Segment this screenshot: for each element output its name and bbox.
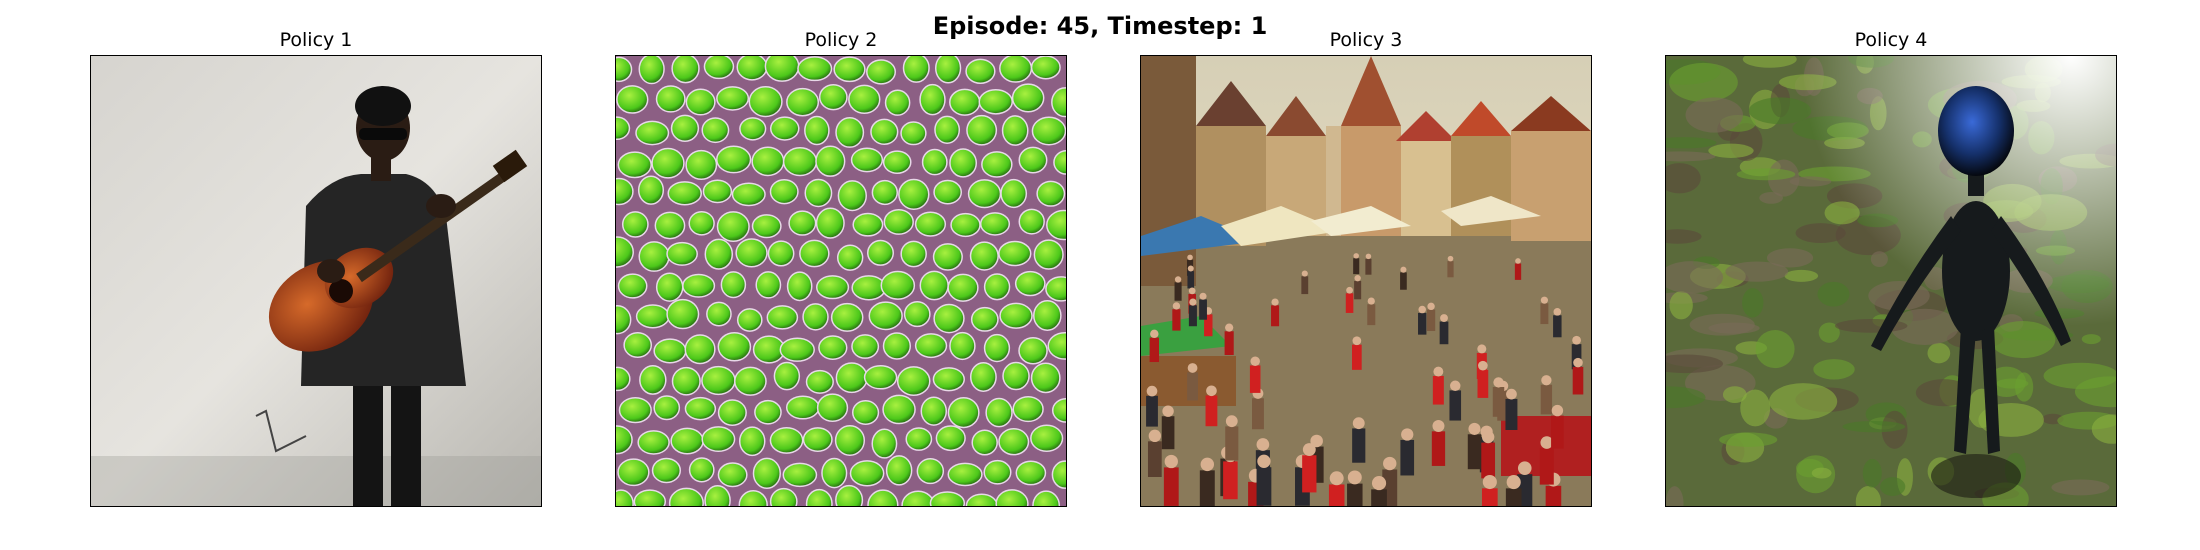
- panel-policy-1: Policy 1: [90, 28, 542, 518]
- figure-title: Episode: 45, Timestep: 1: [932, 12, 1268, 40]
- panel-title: Policy 4: [1854, 29, 1928, 51]
- cell-texture-image: [616, 56, 1066, 506]
- image-frame: [90, 55, 542, 507]
- image-frame: [1665, 55, 2117, 507]
- panel-policy-4: Policy 4: [1665, 28, 2117, 518]
- guitarist-image: [91, 56, 541, 506]
- market-painting-image: [1141, 56, 1591, 506]
- panel-title: Policy 2: [804, 29, 878, 51]
- panel-policy-2: Policy 2: [615, 28, 1067, 518]
- alien-image: [1666, 56, 2116, 506]
- image-frame: [615, 55, 1067, 507]
- panel-title: Policy 1: [279, 29, 353, 51]
- panel-policy-3: Policy 3: [1140, 28, 1592, 518]
- image-frame: [1140, 55, 1592, 507]
- panel-title: Policy 3: [1329, 29, 1403, 51]
